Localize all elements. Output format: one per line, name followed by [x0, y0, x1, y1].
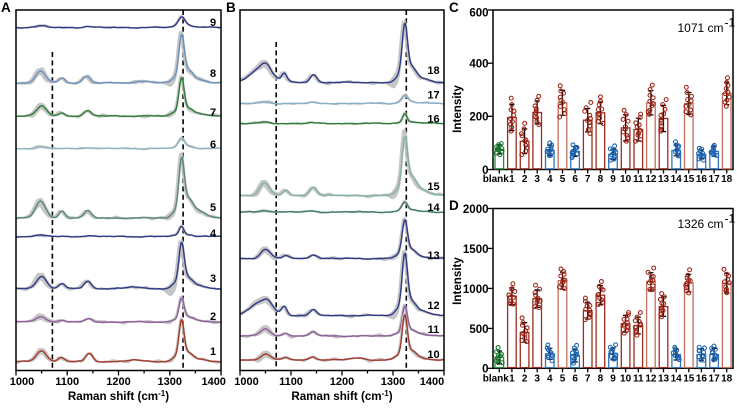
svg-text:7: 7 — [585, 374, 591, 385]
svg-text:3: 3 — [210, 273, 216, 285]
svg-text:1: 1 — [509, 174, 515, 185]
svg-text:400: 400 — [469, 59, 488, 71]
svg-text:4: 4 — [547, 374, 553, 385]
svg-text:1: 1 — [210, 346, 216, 358]
svg-text:6: 6 — [572, 374, 578, 385]
svg-text:-1: -1 — [725, 212, 736, 226]
svg-text:12: 12 — [645, 174, 657, 185]
svg-text:17: 17 — [709, 174, 721, 185]
svg-text:1200: 1200 — [330, 376, 354, 388]
svg-text:A: A — [1, 0, 11, 15]
svg-text:14: 14 — [427, 202, 440, 214]
svg-text:1071 cm: 1071 cm — [677, 21, 723, 35]
svg-text:16: 16 — [427, 114, 439, 126]
svg-text:1000: 1000 — [234, 376, 258, 388]
svg-text:1400: 1400 — [201, 376, 225, 388]
svg-text:Raman shift (cm-1): Raman shift (cm-1) — [68, 389, 169, 403]
svg-text:2000: 2000 — [463, 204, 489, 216]
svg-text:10: 10 — [620, 374, 632, 385]
svg-text:11: 11 — [633, 374, 644, 385]
svg-text:7: 7 — [210, 107, 216, 119]
svg-text:10: 10 — [620, 174, 632, 185]
svg-text:8: 8 — [210, 68, 216, 80]
svg-text:4: 4 — [210, 228, 217, 240]
svg-text:B: B — [226, 0, 236, 15]
svg-text:4: 4 — [547, 174, 553, 185]
svg-text:1100: 1100 — [55, 376, 79, 388]
svg-text:11: 11 — [633, 174, 644, 185]
svg-text:2: 2 — [522, 174, 528, 185]
svg-text:C: C — [449, 0, 459, 15]
svg-text:D: D — [449, 198, 459, 213]
svg-text:2: 2 — [522, 374, 528, 385]
svg-text:13: 13 — [658, 374, 670, 385]
svg-text:15: 15 — [683, 374, 695, 385]
svg-text:8: 8 — [598, 174, 604, 185]
svg-text:6: 6 — [210, 139, 216, 151]
svg-text:1400: 1400 — [420, 376, 444, 388]
svg-text:1000: 1000 — [10, 376, 34, 388]
svg-text:1100: 1100 — [279, 376, 303, 388]
svg-text:16: 16 — [696, 174, 708, 185]
svg-text:14: 14 — [671, 374, 683, 385]
svg-text:10: 10 — [427, 349, 439, 361]
svg-text:1300: 1300 — [381, 376, 405, 388]
svg-text:6: 6 — [572, 174, 578, 185]
svg-text:5: 5 — [560, 374, 566, 385]
svg-text:12: 12 — [645, 374, 657, 385]
svg-text:Intensity: Intensity — [451, 257, 464, 305]
svg-text:8: 8 — [598, 374, 604, 385]
svg-text:5: 5 — [560, 174, 566, 185]
svg-text:17: 17 — [427, 90, 439, 102]
svg-text:0: 0 — [482, 165, 488, 177]
svg-text:500: 500 — [469, 324, 488, 336]
svg-text:200: 200 — [469, 112, 488, 124]
svg-text:blank: blank — [483, 174, 510, 185]
svg-text:13: 13 — [658, 174, 670, 185]
svg-text:blank: blank — [483, 374, 510, 385]
svg-text:1326 cm: 1326 cm — [677, 217, 723, 231]
svg-text:3: 3 — [534, 374, 540, 385]
svg-text:1: 1 — [509, 374, 515, 385]
svg-text:17: 17 — [709, 374, 721, 385]
svg-text:9: 9 — [210, 17, 216, 29]
svg-text:-1: -1 — [725, 16, 736, 30]
svg-text:9: 9 — [610, 174, 616, 185]
svg-text:18: 18 — [721, 374, 733, 385]
svg-text:16: 16 — [696, 374, 708, 385]
svg-text:15: 15 — [427, 181, 439, 193]
svg-text:11: 11 — [428, 324, 440, 336]
svg-text:1500: 1500 — [463, 244, 489, 256]
svg-text:2: 2 — [210, 311, 216, 323]
svg-text:600: 600 — [469, 8, 488, 20]
svg-text:Intensity: Intensity — [451, 85, 464, 133]
svg-text:7: 7 — [585, 174, 591, 185]
svg-text:14: 14 — [671, 174, 683, 185]
svg-text:12: 12 — [427, 300, 439, 312]
svg-text:1000: 1000 — [463, 284, 489, 296]
svg-text:1300: 1300 — [158, 376, 182, 388]
svg-text:3: 3 — [534, 174, 540, 185]
svg-text:18: 18 — [721, 174, 733, 185]
svg-text:5: 5 — [210, 202, 216, 214]
svg-text:1200: 1200 — [106, 376, 130, 388]
svg-text:15: 15 — [683, 174, 695, 185]
svg-text:0: 0 — [482, 364, 488, 376]
svg-text:9: 9 — [610, 374, 616, 385]
svg-text:Raman shift (cm-1): Raman shift (cm-1) — [291, 389, 392, 403]
svg-text:18: 18 — [427, 65, 439, 77]
svg-text:13: 13 — [427, 250, 439, 262]
